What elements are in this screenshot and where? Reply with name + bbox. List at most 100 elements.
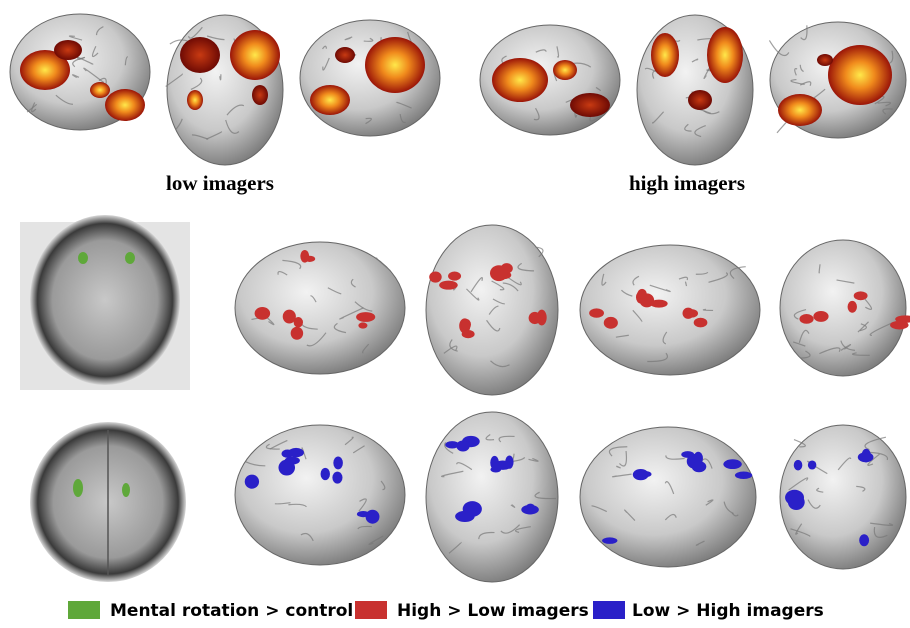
activation [358,322,368,329]
legend-label: Low > High imagers [632,601,824,621]
sulcus [694,125,706,138]
sulcus [448,541,462,554]
activation [320,467,330,481]
sulcus [488,305,499,315]
sulcus [269,439,288,450]
sulcus [702,308,714,312]
sulcus [534,491,557,500]
sulcus [362,343,370,354]
activation [602,537,618,544]
activation [807,460,817,470]
sulcus [55,94,73,105]
sulcus [344,36,353,41]
sulcus [350,278,356,288]
sulcus [368,535,384,546]
activation [356,312,376,322]
activation [828,45,892,105]
sulcus [124,56,128,66]
activation [125,252,135,264]
sulcus [72,74,80,78]
sulcus [768,40,790,56]
activation [528,311,541,325]
sulcus [206,35,225,41]
activation [244,474,260,489]
sulcus [708,272,728,283]
sulcus [882,108,893,115]
sulcus [354,301,373,312]
activation [304,255,316,262]
sulcus [589,114,604,122]
activation [570,93,610,117]
sulcus [729,266,746,280]
sulcus [793,439,806,448]
sulcus [449,339,458,352]
sulcus [678,276,689,281]
sulcus [793,308,807,320]
activation [230,30,280,80]
sulcus [790,78,805,85]
activation [20,50,70,90]
sulcus [169,39,189,45]
activation [456,440,470,452]
activation [890,320,909,330]
sulcus [723,501,734,515]
sulcus [98,77,107,85]
activation [332,471,343,484]
sulcus [662,331,668,345]
activation [693,317,708,328]
sulcus [792,341,806,347]
sulcus [819,347,841,355]
sulcus [665,455,685,460]
sulcus [528,457,539,462]
activation [640,471,652,478]
sulcus [517,262,535,272]
sulcus [807,499,821,509]
sulcus [799,64,804,73]
sulcus [357,525,372,530]
sulcus [619,451,627,467]
activation [365,37,425,93]
activation [290,326,304,340]
activation [603,316,618,329]
sulcus [795,523,803,535]
activation [310,85,350,115]
sulcus [703,110,720,115]
activation [817,54,833,66]
sulcus [395,101,412,109]
sulcus [300,532,314,542]
sulcus [363,37,374,42]
brain [779,239,907,377]
sulcus [615,334,629,338]
activation [859,534,870,547]
sulcus [556,46,560,58]
sulcus [485,433,495,441]
sulcus [245,461,266,467]
activation [688,90,712,110]
sulcus [358,498,367,512]
mri-slice [30,215,180,385]
activation [293,317,303,328]
legend-label: High > Low imagers [397,601,589,621]
sulcus [322,45,328,50]
sulcus [664,513,677,521]
activation [490,455,499,470]
activation [448,271,462,281]
sulcus [535,49,547,53]
sulcus [798,329,810,343]
activation [445,441,460,449]
sulcus [500,524,521,534]
sulcus [191,134,209,140]
sulcus [165,73,184,87]
activation [356,511,370,518]
brain [579,426,757,568]
sulcus [705,499,714,506]
sulcus [277,270,288,276]
sulcus [365,117,372,125]
activation [707,27,743,83]
sulcus [649,284,671,293]
sulcus [76,55,94,65]
sulcus [310,295,317,303]
sulcus [601,273,607,286]
brain [234,424,406,566]
